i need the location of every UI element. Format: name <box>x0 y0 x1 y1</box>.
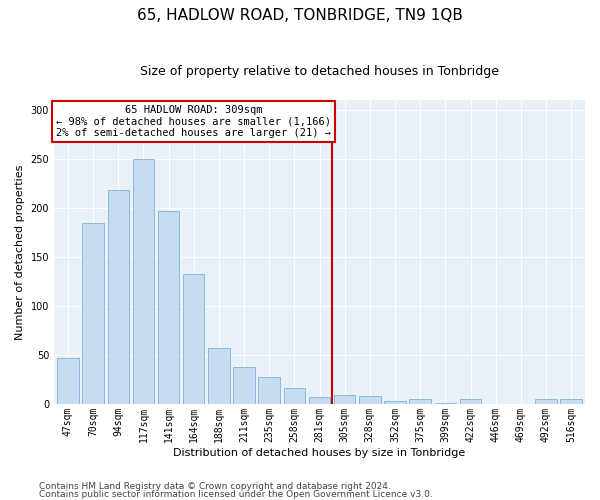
Bar <box>460 399 481 404</box>
Bar <box>107 190 129 404</box>
Bar <box>434 403 456 404</box>
Bar <box>309 397 330 404</box>
Bar <box>284 388 305 404</box>
Bar <box>409 399 431 404</box>
Text: 65 HADLOW ROAD: 309sqm
← 98% of detached houses are smaller (1,166)
2% of semi-d: 65 HADLOW ROAD: 309sqm ← 98% of detached… <box>56 105 331 138</box>
Bar <box>208 348 230 404</box>
Bar <box>334 395 355 404</box>
Bar <box>57 358 79 404</box>
Text: 65, HADLOW ROAD, TONBRIDGE, TN9 1QB: 65, HADLOW ROAD, TONBRIDGE, TN9 1QB <box>137 8 463 22</box>
Bar <box>259 378 280 404</box>
Text: Contains HM Land Registry data © Crown copyright and database right 2024.: Contains HM Land Registry data © Crown c… <box>39 482 391 491</box>
Bar <box>560 399 582 404</box>
Bar <box>82 222 104 404</box>
Bar <box>233 366 255 404</box>
Title: Size of property relative to detached houses in Tonbridge: Size of property relative to detached ho… <box>140 65 499 78</box>
Bar <box>385 401 406 404</box>
Bar <box>183 274 205 404</box>
X-axis label: Distribution of detached houses by size in Tonbridge: Distribution of detached houses by size … <box>173 448 466 458</box>
Text: Contains public sector information licensed under the Open Government Licence v3: Contains public sector information licen… <box>39 490 433 499</box>
Bar <box>158 211 179 404</box>
Bar <box>359 396 380 404</box>
Y-axis label: Number of detached properties: Number of detached properties <box>15 164 25 340</box>
Bar <box>535 399 557 404</box>
Bar <box>133 159 154 404</box>
